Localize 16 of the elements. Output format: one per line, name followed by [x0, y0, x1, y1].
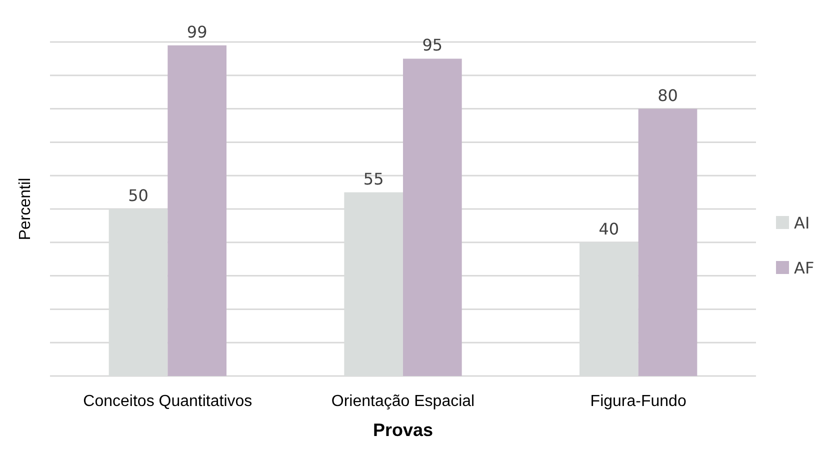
data-label: 99	[186, 22, 208, 42]
data-label: 50	[128, 186, 148, 205]
bar	[403, 58, 462, 376]
x-tick-label: Figura-Fundo	[590, 393, 686, 410]
x-tick-label: Conceitos Quantitativos	[83, 393, 252, 410]
legend-label: AI	[794, 214, 810, 233]
data-label: 40	[598, 219, 620, 238]
data-label: 55	[363, 169, 384, 188]
x-axis-title: Provas	[372, 420, 434, 440]
bar	[638, 108, 698, 376]
bar	[168, 45, 226, 376]
data-label: 95	[422, 36, 443, 55]
data-label: 80	[658, 86, 678, 105]
y-axis-title: Percentil	[17, 178, 34, 240]
legend-label: AF	[794, 258, 814, 278]
x-tick-label: Orientação Espacial	[331, 393, 475, 410]
